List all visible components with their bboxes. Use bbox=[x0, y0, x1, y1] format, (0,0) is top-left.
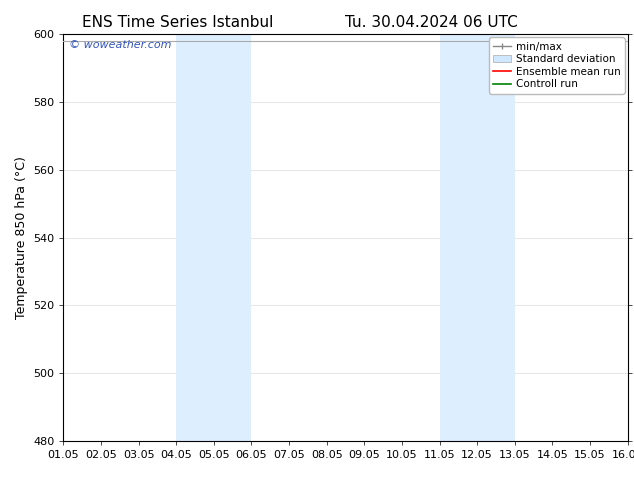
Text: Tu. 30.04.2024 06 UTC: Tu. 30.04.2024 06 UTC bbox=[345, 15, 517, 30]
Bar bbox=[439, 34, 515, 441]
Text: ENS Time Series Istanbul: ENS Time Series Istanbul bbox=[82, 15, 273, 30]
Legend: min/max, Standard deviation, Ensemble mean run, Controll run: min/max, Standard deviation, Ensemble me… bbox=[489, 37, 624, 94]
Y-axis label: Temperature 850 hPa (°C): Temperature 850 hPa (°C) bbox=[15, 156, 27, 319]
Bar bbox=[176, 34, 252, 441]
Text: © woweather.com: © woweather.com bbox=[69, 40, 172, 50]
